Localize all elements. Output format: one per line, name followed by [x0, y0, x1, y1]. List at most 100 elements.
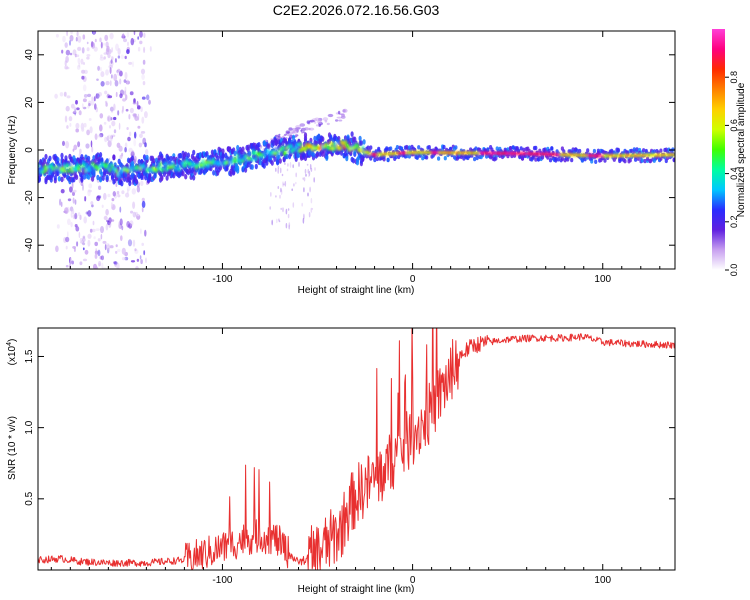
heatmap-cell: [304, 168, 307, 174]
heatmap-cell: [282, 181, 284, 188]
heatmap-cell: [41, 170, 45, 175]
heatmap-cell: [302, 177, 305, 181]
heatmap-cell: [117, 48, 121, 55]
heatmap-cell: [310, 207, 313, 213]
heatmap-cell: [71, 181, 74, 189]
heatmap-cell: [87, 174, 91, 180]
heatmap-cell: [594, 159, 598, 164]
heatmap-cell: [128, 147, 133, 153]
heatmap-cell: [266, 154, 270, 159]
heatmap-cell: [132, 239, 136, 247]
heatmap-cell: [136, 100, 139, 108]
heatmap-cell: [659, 148, 663, 153]
heatmap-cell: [122, 105, 124, 113]
heatmap-cell: [159, 161, 162, 167]
heatmap-cell: [89, 126, 93, 134]
heatmap-cell: [109, 60, 114, 67]
heatmap-cell: [311, 207, 314, 210]
heatmap-cell: [109, 245, 114, 249]
heatmap-cell: [82, 106, 87, 110]
heatmap-cell: [119, 70, 123, 77]
y-tick-label: 0: [24, 147, 35, 153]
heatmap-cell: [57, 163, 61, 169]
heatmap-cell: [287, 163, 289, 167]
heatmap-cell: [141, 242, 144, 246]
heatmap-cell: [88, 103, 91, 107]
heatmap-cell: [126, 185, 131, 192]
heatmap-cell: [288, 149, 291, 155]
heatmap-cell: [143, 250, 146, 256]
heatmap-cell: [101, 175, 105, 181]
heatmap-cell: [82, 84, 87, 92]
heatmap-cell: [81, 126, 85, 132]
heatmap-cell: [104, 90, 108, 95]
heatmap-cell: [117, 68, 121, 73]
heatmap-cell: [87, 93, 92, 98]
heatmap-cell: [137, 36, 140, 40]
heatmap-cell: [283, 183, 285, 186]
heatmap-cell: [73, 144, 78, 151]
heatmap-cell: [113, 129, 117, 134]
heatmap-cell: [63, 91, 67, 97]
heatmap-cell: [81, 69, 86, 74]
heatmap-cell: [508, 146, 513, 151]
heatmap-cell: [149, 46, 152, 52]
heatmap-cell: [65, 49, 71, 56]
heatmap-cell: [271, 219, 274, 226]
heatmap-cell: [94, 250, 99, 255]
figure-title: C2E2.2026.072.16.56.G03: [273, 2, 440, 18]
heatmap-cell: [120, 54, 124, 60]
heatmap-cell: [643, 158, 647, 164]
heatmap-cell: [642, 148, 646, 153]
heatmap-cell: [87, 165, 90, 170]
heatmap-cell: [76, 31, 79, 37]
heatmap-cell: [132, 201, 136, 209]
heatmap-cell: [306, 163, 309, 166]
heatmap-cell: [288, 127, 293, 131]
heatmap-cell: [64, 42, 68, 48]
heatmap-cell: [117, 110, 120, 116]
heatmap-cell: [309, 164, 312, 170]
heatmap-cell: [103, 192, 107, 201]
heatmap-cell: [140, 180, 144, 186]
heatmap-cell: [72, 148, 75, 152]
heatmap-cell: [69, 186, 73, 193]
heatmap-cell: [152, 162, 156, 168]
heatmap-cell: [284, 180, 287, 187]
heatmap-cell: [329, 141, 333, 146]
heatmap-cell: [192, 175, 196, 181]
heatmap-cell: [108, 125, 112, 129]
heatmap-cell: [78, 177, 81, 184]
heatmap-cell: [63, 168, 66, 173]
heatmap-cell: [603, 158, 607, 163]
heatmap-cell: [183, 163, 186, 168]
heatmap-cell: [100, 234, 103, 240]
heatmap-cell: [126, 31, 130, 38]
heatmap-cell: [225, 165, 229, 172]
heatmap-cell: [110, 134, 113, 142]
heatmap-cell: [192, 149, 196, 156]
heatmap-cell: [119, 206, 122, 213]
heatmap-cell: [219, 158, 222, 163]
heatmap-cell: [313, 177, 316, 183]
colorbar-bar: [712, 29, 725, 270]
heatmap-cell: [88, 168, 92, 173]
heatmap-cell: [623, 159, 627, 164]
heatmap-cell: [67, 218, 71, 226]
heatmap-cell: [77, 35, 82, 43]
heatmap-cell: [128, 131, 132, 137]
heatmap-cell: [632, 147, 636, 152]
heatmap-cell: [136, 186, 141, 193]
heatmap-cell: [315, 151, 320, 158]
heatmap-cell: [303, 213, 305, 220]
heatmap-cell: [139, 133, 143, 139]
heatmap-cell: [135, 211, 138, 216]
heatmap-cell: [474, 146, 478, 151]
heatmap-cell: [229, 160, 233, 166]
y-tick-label: -40: [24, 238, 35, 253]
heatmap-cell: [115, 43, 119, 51]
colorbar-axes: 0.0 0.2 0.4 0.6 0.8: [725, 71, 739, 276]
colorbar-tick-label: 0.8: [729, 71, 739, 84]
heatmap-cell: [385, 147, 389, 152]
